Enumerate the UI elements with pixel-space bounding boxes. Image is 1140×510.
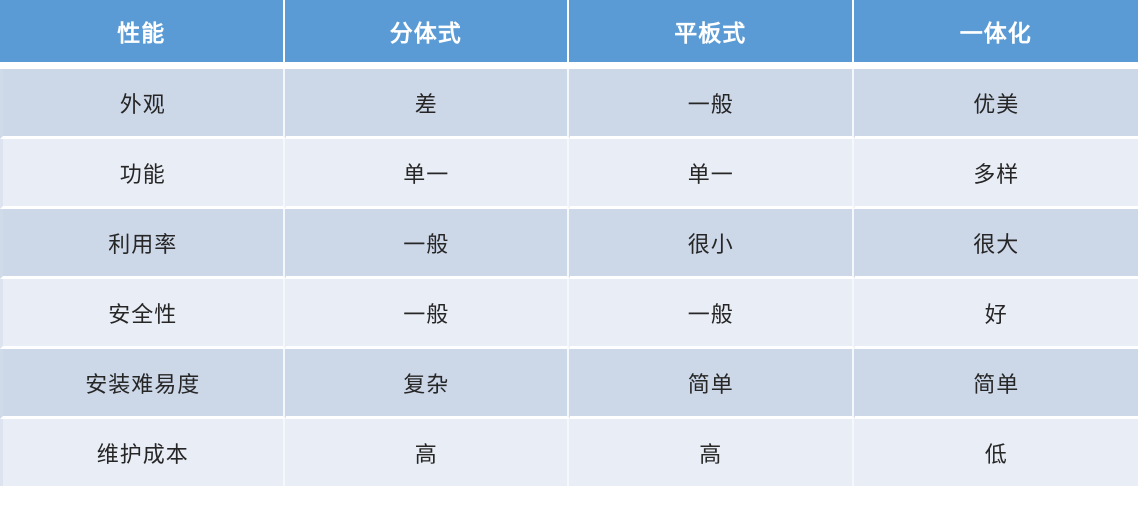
cell-metric-name: 利用率: [0, 209, 285, 279]
table-row: 外观 差 一般 优美: [0, 69, 1138, 139]
cell-integrated-value: 多样: [853, 139, 1138, 209]
cell-split-value: 一般: [284, 279, 569, 349]
cell-split-value: 复杂: [284, 349, 569, 419]
cell-flat-value: 一般: [569, 69, 854, 139]
cell-metric-name: 外观: [0, 69, 285, 139]
cell-metric-name: 维护成本: [0, 419, 285, 486]
table-row: 安装难易度 复杂 简单 简单: [0, 349, 1138, 419]
cell-flat-value: 高: [569, 419, 854, 486]
column-header-integrated-type: 一体化: [853, 0, 1138, 69]
cell-integrated-value: 简单: [853, 349, 1138, 419]
performance-comparison-table: 性能 分体式 平板式 一体化 外观 差 一般 优美 功能 单一 单一 多样 利用…: [0, 0, 1138, 486]
cell-split-value: 高: [284, 419, 569, 486]
table-body: 外观 差 一般 优美 功能 单一 单一 多样 利用率 一般 很小 很大 安全性 …: [0, 69, 1138, 486]
table-row: 利用率 一般 很小 很大: [0, 209, 1138, 279]
table-header-row: 性能 分体式 平板式 一体化: [0, 0, 1138, 69]
cell-split-value: 一般: [284, 209, 569, 279]
table-row: 安全性 一般 一般 好: [0, 279, 1138, 349]
cell-flat-value: 一般: [569, 279, 854, 349]
column-header-performance: 性能: [0, 0, 285, 69]
cell-integrated-value: 很大: [853, 209, 1138, 279]
cell-metric-name: 安全性: [0, 279, 285, 349]
cell-integrated-value: 低: [853, 419, 1138, 486]
cell-flat-value: 很小: [569, 209, 854, 279]
column-header-flat-type: 平板式: [569, 0, 854, 69]
cell-split-value: 差: [284, 69, 569, 139]
column-header-split-type: 分体式: [284, 0, 569, 69]
table-row: 功能 单一 单一 多样: [0, 139, 1138, 209]
cell-flat-value: 单一: [569, 139, 854, 209]
cell-flat-value: 简单: [569, 349, 854, 419]
cell-metric-name: 功能: [0, 139, 285, 209]
table-header: 性能 分体式 平板式 一体化: [0, 0, 1138, 69]
cell-metric-name: 安装难易度: [0, 349, 285, 419]
cell-integrated-value: 优美: [853, 69, 1138, 139]
cell-split-value: 单一: [284, 139, 569, 209]
cell-integrated-value: 好: [853, 279, 1138, 349]
table-row: 维护成本 高 高 低: [0, 419, 1138, 486]
